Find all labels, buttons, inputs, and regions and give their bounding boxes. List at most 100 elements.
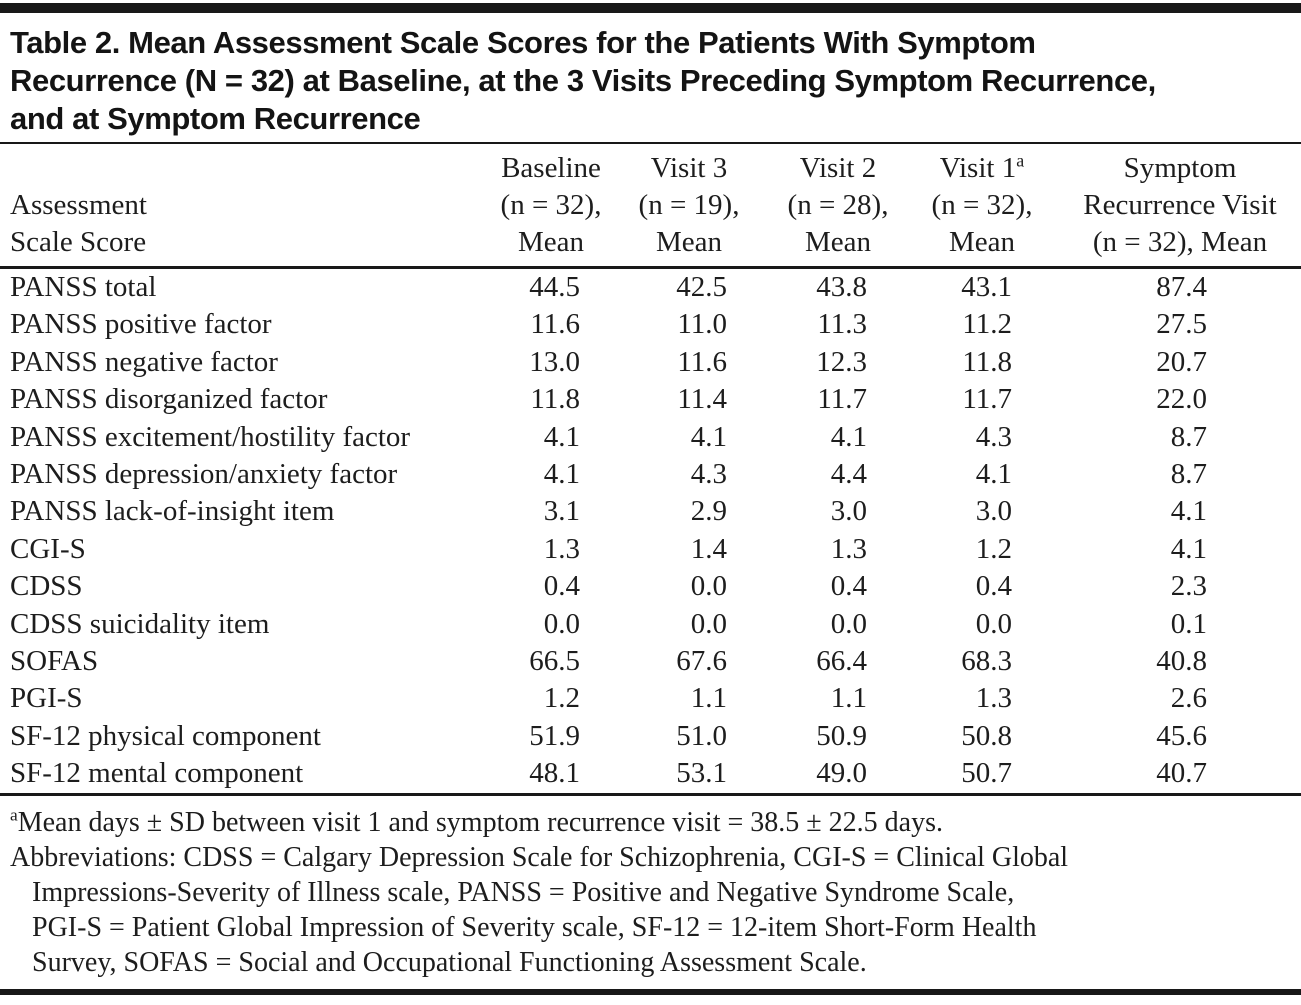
- footnote-abbreviations-line: PGI-S = Patient Global Impression of Sev…: [32, 911, 1037, 943]
- column-header-symptom-recurrence-visit: Symptom Recurrence Visit (n = 32), Mean: [1083, 152, 1277, 258]
- cell-value: 0.0: [690, 570, 727, 603]
- cell-value: 8.7: [1170, 458, 1207, 491]
- column-header-baseline: Baseline (n = 32), Mean: [500, 152, 602, 258]
- cell-value: 42.5: [676, 271, 727, 303]
- cell-value: 12.3: [816, 345, 867, 378]
- cell-value: 20.7: [1156, 345, 1207, 378]
- cell-value: 3.1: [543, 495, 580, 528]
- row-label: SF-12 physical component: [10, 719, 321, 752]
- cell-value: 11.8: [962, 345, 1012, 378]
- row-label: SOFAS: [10, 645, 99, 678]
- cell-value: 43.1: [961, 271, 1012, 303]
- row-label: PANSS excitement/hostility factor: [10, 420, 411, 453]
- cell-value: 0.4: [543, 570, 580, 603]
- table-row: CDSS suicidality item 0.0 0.0 0.0 0.0 0.…: [0, 606, 1301, 643]
- row-label: CDSS suicidality item: [10, 607, 270, 640]
- cell-value: 4.3: [690, 458, 727, 491]
- cell-value: 66.5: [529, 645, 580, 678]
- cell-value: 0.4: [975, 570, 1012, 603]
- cell-value: 11.7: [962, 383, 1012, 416]
- footnote-visit1: aMean days ± SD between visit 1 and symp…: [10, 805, 943, 838]
- table-row: SF-12 mental component 48.1 53.1 49.0 50…: [0, 755, 1301, 794]
- table-footnotes: aMean days ± SD between visit 1 and symp…: [0, 796, 1301, 986]
- row-label: PGI-S: [10, 682, 83, 715]
- cell-value: 0.0: [543, 607, 580, 640]
- assessment-scores-table: Assessment Scale Score Baseline (n = 32)…: [0, 144, 1301, 796]
- cell-value: 27.5: [1156, 308, 1207, 341]
- cell-value: 0.0: [975, 607, 1012, 640]
- cell-value: 0.0: [690, 607, 727, 640]
- cell-value: 11.4: [677, 383, 727, 416]
- cell-value: 44.5: [529, 271, 580, 303]
- cell-value: 1.3: [543, 532, 580, 565]
- cell-value: 67.6: [676, 645, 727, 678]
- cell-value: 0.0: [830, 607, 867, 640]
- table-figure-page: Table 2. Mean Assessment Scale Scores fo…: [0, 3, 1301, 1005]
- footnote-abbreviations-line: Abbreviations: CDSS = Calgary Depression…: [10, 841, 1069, 873]
- row-label: PANSS positive factor: [10, 308, 272, 341]
- bottom-border-rule: [0, 988, 1301, 995]
- column-header-visit-2: Visit 2 (n = 28), Mean: [787, 152, 889, 258]
- cell-value: 50.9: [816, 719, 867, 752]
- cell-value: 11.2: [962, 308, 1012, 341]
- cell-value: 2.3: [1170, 570, 1207, 603]
- table-row: CGI-S 1.3 1.4 1.3 1.2 4.1: [0, 531, 1301, 568]
- header-row: Assessment Scale Score Baseline (n = 32)…: [0, 144, 1301, 268]
- cell-value: 87.4: [1156, 271, 1207, 303]
- cell-value: 8.7: [1170, 420, 1207, 453]
- table-row: PANSS total 44.5 42.5 43.8 43.1 87.4: [0, 268, 1301, 307]
- cell-value: 4.1: [1170, 495, 1207, 528]
- cell-value: 11.8: [530, 383, 580, 416]
- table-row: PGI-S 1.2 1.1 1.1 1.3 2.6: [0, 680, 1301, 717]
- cell-value: 4.3: [975, 420, 1012, 453]
- cell-value: 1.1: [690, 682, 727, 715]
- cell-value: 51.9: [529, 719, 580, 752]
- table-row: PANSS excitement/hostility factor 4.1 4.…: [0, 419, 1301, 456]
- row-label: PANSS depression/anxiety factor: [10, 458, 398, 491]
- table-row: PANSS positive factor 11.6 11.0 11.3 11.…: [0, 306, 1301, 343]
- table-title: Table 2. Mean Assessment Scale Scores fo…: [0, 13, 1301, 142]
- cell-value: 11.3: [817, 308, 867, 341]
- table-title-line: Table 2. Mean Assessment Scale Scores fo…: [10, 25, 1036, 60]
- cell-value: 11.7: [817, 383, 867, 416]
- column-header-visit-3: Visit 3 (n = 19), Mean: [638, 152, 740, 258]
- table-row: SOFAS 66.5 67.6 66.4 68.3 40.8: [0, 643, 1301, 680]
- cell-value: 45.6: [1156, 719, 1207, 752]
- footnote-a-marker: a: [10, 805, 18, 825]
- cell-value: 1.2: [543, 682, 580, 715]
- footnote-abbreviations-line: Impressions-Severity of Illness scale, P…: [32, 876, 1015, 908]
- cell-value: 3.0: [830, 495, 867, 528]
- cell-value: 4.4: [830, 458, 867, 491]
- cell-value: 1.4: [690, 532, 727, 565]
- table-title-line: Recurrence (N = 32) at Baseline, at the …: [10, 63, 1156, 98]
- table-body: PANSS total 44.5 42.5 43.8 43.1 87.4 PAN…: [0, 268, 1301, 795]
- cell-value: 53.1: [676, 757, 727, 790]
- cell-value: 1.3: [975, 682, 1012, 715]
- cell-value: 11.6: [677, 345, 727, 378]
- cell-value: 51.0: [676, 719, 727, 752]
- cell-value: 1.3: [830, 532, 867, 565]
- cell-value: 1.2: [975, 532, 1012, 565]
- cell-value: 0.1: [1170, 607, 1207, 640]
- cell-value: 50.8: [961, 719, 1012, 752]
- cell-value: 66.4: [816, 645, 867, 678]
- cell-value: 13.0: [529, 345, 580, 378]
- cell-value: 3.0: [975, 495, 1012, 528]
- row-label: CGI-S: [10, 532, 86, 565]
- title-separator-rule: [0, 142, 1301, 144]
- column-header-assessment-scale-score: Assessment Scale Score: [10, 189, 147, 258]
- top-border-rule: [0, 3, 1301, 13]
- table-row: PANSS lack-of-insight item 3.1 2.9 3.0 3…: [0, 493, 1301, 530]
- cell-value: 40.7: [1156, 757, 1207, 790]
- table-row: PANSS depression/anxiety factor 4.1 4.3 …: [0, 456, 1301, 493]
- cell-value: 4.1: [830, 420, 867, 453]
- cell-value: 48.1: [529, 757, 580, 790]
- column-header-visit-1: Visit 1a (n = 32), Mean: [931, 150, 1033, 258]
- row-label: PANSS negative factor: [10, 345, 278, 378]
- row-label: PANSS lack-of-insight item: [10, 495, 335, 528]
- cell-value: 1.1: [830, 682, 867, 715]
- table-row: SF-12 physical component 51.9 51.0 50.9 …: [0, 718, 1301, 755]
- cell-value: 0.4: [830, 570, 867, 603]
- cell-value: 43.8: [816, 271, 867, 303]
- cell-value: 40.8: [1156, 645, 1207, 678]
